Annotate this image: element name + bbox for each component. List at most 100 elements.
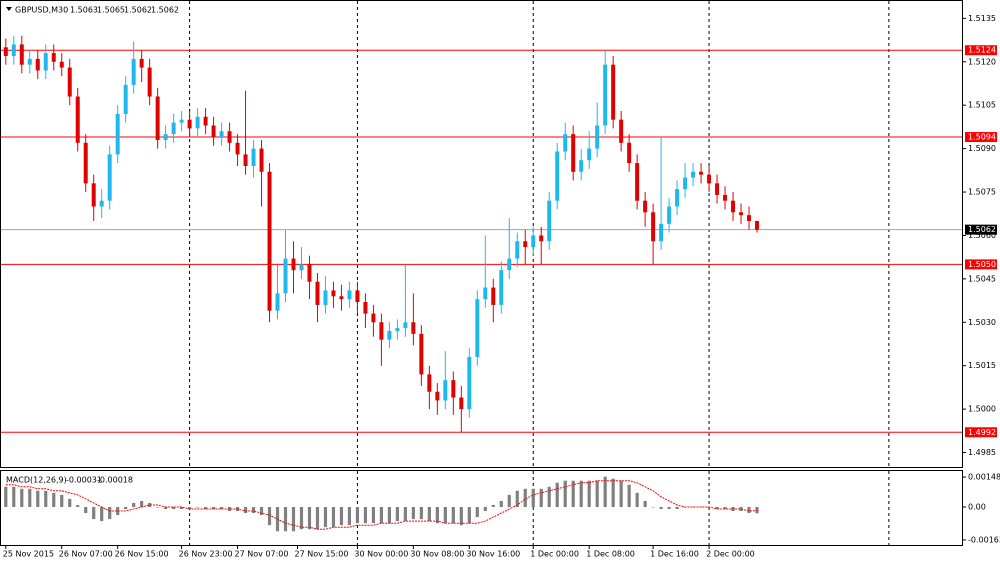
- y-tick-label: 1.4985: [968, 448, 996, 457]
- header-open: 1.5063: [70, 6, 98, 15]
- macd-bar: [611, 478, 615, 507]
- macd-bar: [12, 486, 16, 507]
- macd-bar: [419, 506, 423, 520]
- macd-bar: [635, 492, 639, 507]
- candle-body: [259, 148, 264, 172]
- macd-bar: [100, 506, 104, 522]
- y-tick-label: 1.5120: [968, 57, 996, 66]
- candle-body: [115, 113, 120, 155]
- level-label: 1.4992: [968, 428, 996, 437]
- candle-body: [467, 357, 472, 410]
- macd-bar: [124, 506, 128, 510]
- candle-body: [667, 206, 672, 224]
- candle-body: [459, 397, 464, 410]
- macd-bar: [307, 506, 312, 530]
- candle-body: [595, 125, 600, 149]
- candle-body: [171, 122, 176, 135]
- macd-bar: [427, 506, 431, 522]
- candle-body: [619, 119, 624, 143]
- candle-body: [35, 58, 40, 71]
- macd-bar: [36, 490, 40, 507]
- x-tick-label: 1 Dec 08:00: [586, 550, 635, 559]
- candle-body: [251, 148, 256, 166]
- candle-body: [643, 200, 648, 213]
- macd-signal-value: -0.00018: [97, 476, 133, 485]
- candle-body: [387, 330, 392, 340]
- macd-hist-value: -0.00031: [66, 476, 102, 485]
- macd-bar: [659, 506, 663, 510]
- candle-body: [331, 290, 336, 297]
- main-frame: [0, 0, 963, 468]
- candle-body: [371, 313, 376, 323]
- y-tick-label: 1.5090: [968, 144, 996, 153]
- x-tick-label: 30 Nov 08:00: [410, 550, 464, 559]
- macd-bar: [363, 506, 368, 524]
- candle-body: [307, 264, 312, 282]
- macd-bar: [715, 506, 719, 510]
- macd-bar: [355, 506, 360, 524]
- macd-bar: [483, 506, 487, 512]
- level-label: 1.5094: [968, 133, 996, 142]
- macd-bar: [539, 488, 543, 507]
- macd-bar: [755, 506, 759, 514]
- candle-body: [219, 131, 224, 138]
- x-tick-label: 30 Nov 16:00: [466, 550, 520, 559]
- candle-body: [51, 53, 56, 62]
- y-tick-label: 1.5075: [968, 188, 996, 197]
- x-tick-label: 25 Nov 2015: [3, 550, 54, 559]
- macd-signal: [5, 480, 758, 530]
- macd-bar: [651, 506, 655, 508]
- x-tick-label: 30 Nov 00:00: [354, 550, 408, 559]
- menu-arrow: [6, 7, 12, 11]
- macd-bar: [219, 506, 224, 510]
- macd-bar: [156, 506, 160, 508]
- candle-body: [11, 44, 16, 56]
- macd-bar: [108, 506, 112, 520]
- candle-body: [363, 302, 368, 314]
- macd-bar: [52, 492, 56, 507]
- macd-bar: [267, 506, 272, 526]
- candle-body: [563, 134, 568, 152]
- last-price-label: 1.5062: [968, 225, 996, 234]
- macd-bar: [531, 488, 535, 507]
- candle-body: [531, 235, 536, 248]
- candle-body: [179, 119, 184, 123]
- candle-body: [659, 223, 664, 242]
- candle-body: [395, 328, 400, 331]
- macd-bar: [467, 506, 471, 524]
- macd-bar: [227, 506, 232, 512]
- macd-bar: [571, 480, 575, 507]
- macd-bar: [148, 502, 152, 507]
- candle-body: [347, 290, 352, 300]
- macd-bar: [603, 476, 607, 507]
- candle-body: [123, 84, 128, 114]
- macd-bar: [4, 486, 8, 507]
- macd-bar: [291, 506, 296, 532]
- x-tick-label: 27 Nov 07:00: [235, 550, 289, 559]
- candle-body: [131, 58, 136, 85]
- candle-body: [211, 125, 216, 138]
- macd-bar: [76, 504, 80, 507]
- macd-bar: [451, 506, 455, 524]
- macd-bar: [180, 506, 184, 510]
- candle-body: [611, 64, 616, 120]
- candle-body: [323, 290, 328, 305]
- candle-body: [731, 200, 736, 213]
- candle-body: [83, 142, 88, 184]
- macd-bar: [28, 488, 32, 507]
- x-tick-label: 26 Nov 15:00: [115, 550, 169, 559]
- macd-y-tick-label: -0.00163: [968, 535, 1000, 544]
- y-tick-label: 1.5135: [968, 14, 996, 23]
- x-tick-label: 26 Nov 23:00: [179, 550, 233, 559]
- candle-body: [747, 215, 752, 221]
- candle-body: [43, 53, 48, 71]
- macd-bar: [211, 506, 216, 510]
- header-low: 1.5062: [124, 6, 152, 15]
- candle-body: [427, 374, 432, 392]
- candle-body: [19, 44, 24, 65]
- candle-body: [75, 96, 80, 143]
- macd-bar: [627, 484, 631, 507]
- candle-body: [243, 154, 248, 166]
- x-tick-label: 27 Nov 15:00: [294, 550, 348, 559]
